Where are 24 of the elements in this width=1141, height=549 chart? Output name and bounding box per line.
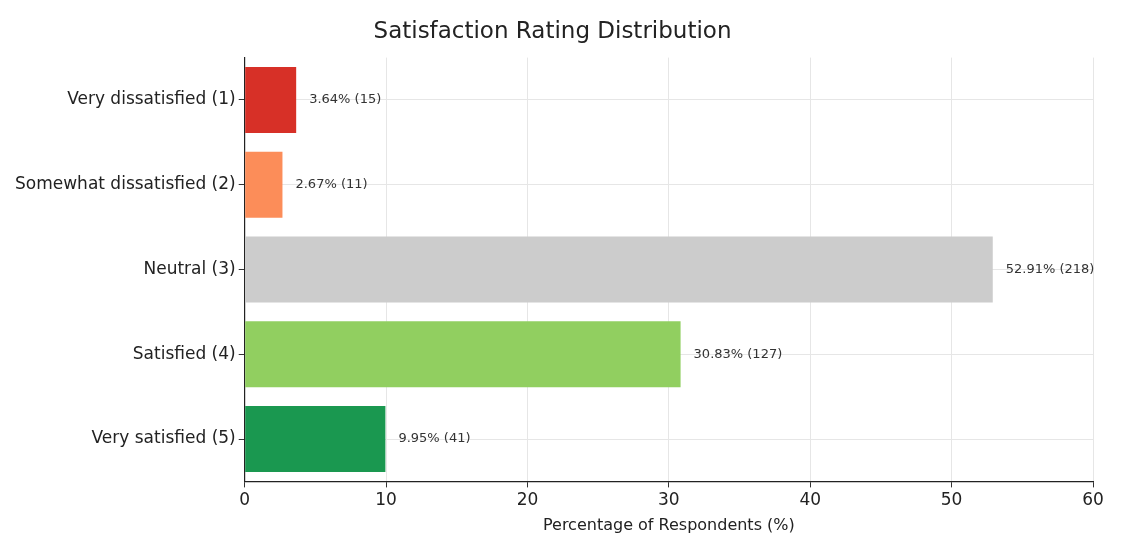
x-axis-title: Percentage of Respondents (%) bbox=[542, 514, 795, 534]
y-tick-label: Very satisfied (5) bbox=[91, 427, 236, 448]
x-tick-label: 0 bbox=[239, 489, 251, 510]
bar bbox=[245, 321, 681, 388]
data-label: 2.67% (11) bbox=[295, 176, 368, 192]
x-tick-label: 20 bbox=[516, 489, 539, 510]
bar bbox=[245, 236, 993, 303]
data-label: 3.64% (15) bbox=[309, 91, 382, 107]
y-tick-label: Neutral (3) bbox=[143, 257, 236, 278]
bar bbox=[245, 66, 297, 134]
x-tick-label: 40 bbox=[799, 489, 822, 510]
bar bbox=[245, 405, 386, 473]
x-tick-label: 30 bbox=[658, 489, 680, 510]
y-tick-label: Very dissatisfied (1) bbox=[67, 88, 236, 109]
bar bbox=[245, 151, 283, 218]
y-tick-label: Somewhat dissatisfied (2) bbox=[14, 173, 236, 194]
chart-title: Satisfaction Rating Distribution bbox=[373, 16, 732, 43]
x-tick-label: 60 bbox=[1082, 489, 1104, 510]
data-label: 30.83% (127) bbox=[693, 345, 783, 361]
y-tick-label: Satisfied (4) bbox=[132, 342, 236, 363]
x-tick-label: 10 bbox=[375, 489, 397, 510]
x-tick-label: 50 bbox=[940, 489, 963, 510]
data-label: 52.91% (218) bbox=[1005, 260, 1095, 276]
data-label: 9.95% (41) bbox=[398, 430, 471, 446]
